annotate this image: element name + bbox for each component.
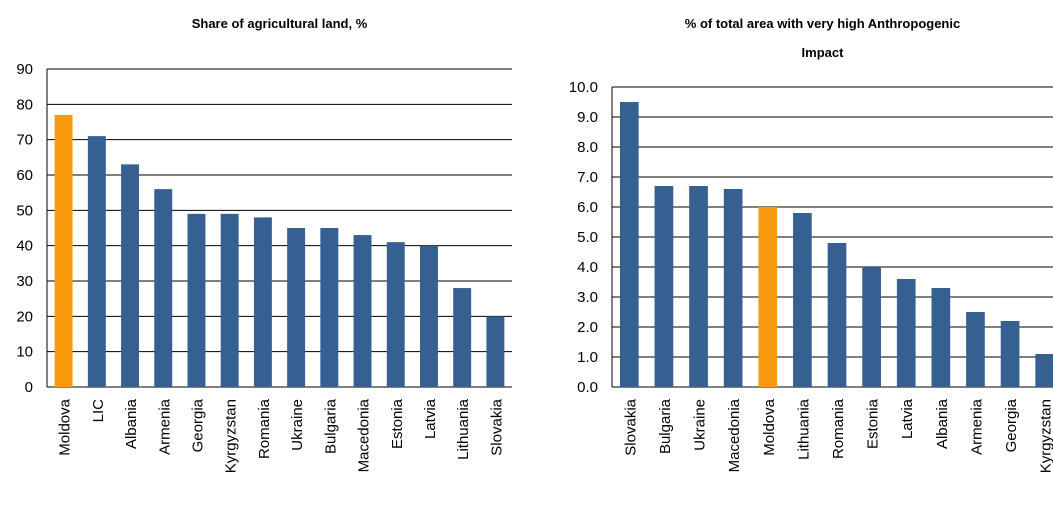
chart: Share of agricultural land, % 0 10 20 30 40 50… xyxy=(16,16,512,473)
bar xyxy=(966,312,985,387)
x-tick-label: Bulgaria xyxy=(322,398,339,454)
y-tick-label: 4.0 xyxy=(577,259,598,276)
x-tick-label: Macedonia xyxy=(726,398,743,472)
bar xyxy=(654,186,674,387)
y-tick-label: 7.0 xyxy=(577,169,598,186)
y-tick-label: 8.0 xyxy=(577,139,598,156)
chart: % of total area with very high Anthropog… xyxy=(569,16,1053,473)
x-tick-label: Moldova xyxy=(57,398,74,455)
bar xyxy=(54,114,73,387)
y-tick-label: 20 xyxy=(16,308,33,325)
chart-title: % of total area with very high Anthropog… xyxy=(685,16,960,60)
bar xyxy=(320,228,339,387)
y-tick-label: 10.0 xyxy=(569,79,598,96)
x-tick-label: Latvia xyxy=(899,398,916,439)
y-tick-label: 1.0 xyxy=(577,349,598,366)
bar xyxy=(87,136,106,387)
bar xyxy=(827,243,847,387)
x-tick-label: Lithuania xyxy=(455,398,472,460)
x-tick-label: Georgia xyxy=(189,398,206,452)
bar xyxy=(187,213,206,387)
bar xyxy=(386,242,405,387)
x-tick-label: Georgia xyxy=(1003,398,1020,452)
bar xyxy=(793,213,812,387)
y-tick-label: 3.0 xyxy=(577,289,598,306)
y-tick-label: 9.0 xyxy=(577,109,598,126)
y-tick-label: 70 xyxy=(16,132,33,149)
y-tick-label: 80 xyxy=(16,96,33,113)
y-tick-label: 40 xyxy=(16,238,33,255)
bar xyxy=(862,267,881,387)
bar xyxy=(689,186,708,387)
bar xyxy=(896,279,916,387)
x-tick-label: Bulgaria xyxy=(657,398,674,454)
x-tick-label: Armenia xyxy=(156,398,173,455)
y-tick-label: 6.0 xyxy=(577,199,598,216)
bar xyxy=(121,164,140,387)
bar xyxy=(419,245,438,387)
bar xyxy=(253,217,272,387)
x-tick-label: Ukraine xyxy=(692,399,709,451)
y-tick-label: 60 xyxy=(16,167,33,184)
y-tick-label: 5.0 xyxy=(577,229,598,246)
y-tick-label: 90 xyxy=(16,61,33,78)
bar xyxy=(723,189,743,387)
bar xyxy=(453,288,472,387)
y-tick-label: 0.0 xyxy=(577,379,598,396)
bar xyxy=(353,235,372,387)
x-tick-label: Ukraine xyxy=(289,399,306,451)
x-tick-label: Albania xyxy=(123,398,140,449)
x-tick-label: Kyrgyzstan xyxy=(223,399,240,473)
x-tick-label: Armenia xyxy=(968,398,985,455)
y-tick-label: 10 xyxy=(16,344,33,361)
bar xyxy=(931,288,951,387)
y-tick-label: 2.0 xyxy=(577,319,598,336)
x-tick-label: Kyrgyzstan xyxy=(1038,399,1053,473)
x-tick-label: Slovakia xyxy=(488,398,505,455)
x-tick-label: Lithuania xyxy=(795,398,812,460)
x-tick-label: Romania xyxy=(256,398,273,459)
x-tick-label: Moldova xyxy=(761,398,778,455)
x-tick-label: Latvia xyxy=(422,398,439,439)
x-tick-label: Slovakia xyxy=(622,398,639,455)
x-tick-label: Estonia xyxy=(865,398,882,449)
x-tick-label: LIC xyxy=(90,399,107,423)
bar xyxy=(220,213,239,387)
bar xyxy=(486,316,505,387)
x-tick-label: Albania xyxy=(934,398,951,449)
x-tick-label: Romania xyxy=(830,398,847,459)
x-tick-label: Estonia xyxy=(389,398,406,449)
bar xyxy=(1035,354,1053,387)
y-tick-label: 30 xyxy=(16,273,33,290)
bar xyxy=(154,189,173,387)
chart-title: Share of agricultural land, % xyxy=(192,16,368,31)
y-tick-label: 50 xyxy=(16,202,33,219)
bar xyxy=(619,102,639,387)
y-tick-label: 0 xyxy=(25,379,33,396)
bar xyxy=(758,207,778,387)
x-tick-label: Macedonia xyxy=(356,398,373,472)
bar xyxy=(287,228,306,387)
bar xyxy=(1000,321,1020,387)
